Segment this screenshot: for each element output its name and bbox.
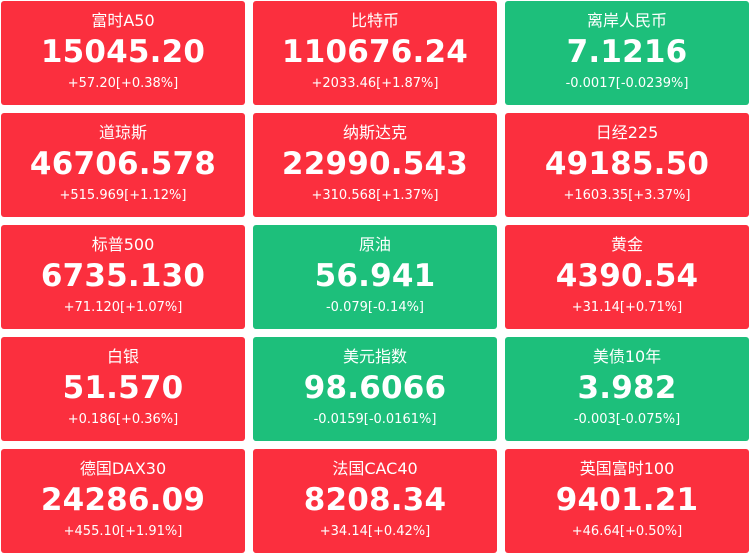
tile-offshore-cny[interactable]: 离岸人民币 7.1216 -0.0017[-0.0239%] — [505, 1, 749, 105]
tile-uk-ftse-100[interactable]: 英国富时100 9401.21 +46.64[+0.50%] — [505, 449, 749, 553]
tile-change: +515.969[+1.12%] — [59, 188, 187, 203]
tile-change: +455.10[+1.91%] — [63, 524, 183, 539]
tile-crude-oil[interactable]: 原油 56.941 -0.079[-0.14%] — [253, 225, 497, 329]
tile-gold[interactable]: 黄金 4390.54 +31.14[+0.71%] — [505, 225, 749, 329]
tile-change: -0.0159[-0.0161%] — [313, 412, 437, 427]
tile-price: 56.941 — [314, 258, 436, 294]
tile-dow-jones[interactable]: 道琼斯 46706.578 +515.969[+1.12%] — [1, 113, 245, 217]
tile-bitcoin[interactable]: 比特币 110676.24 +2033.46[+1.87%] — [253, 1, 497, 105]
tile-change: +71.120[+1.07%] — [63, 300, 183, 315]
tile-change: +31.14[+0.71%] — [571, 300, 683, 315]
tile-change: -0.079[-0.14%] — [325, 300, 425, 315]
tile-dollar-index[interactable]: 美元指数 98.6066 -0.0159[-0.0161%] — [253, 337, 497, 441]
tile-sp-500[interactable]: 标普500 6735.130 +71.120[+1.07%] — [1, 225, 245, 329]
tile-silver[interactable]: 白银 51.570 +0.186[+0.36%] — [1, 337, 245, 441]
tile-price: 46706.578 — [29, 146, 217, 182]
tile-france-cac40[interactable]: 法国CAC40 8208.34 +34.14[+0.42%] — [253, 449, 497, 553]
tile-price: 9401.21 — [555, 482, 699, 518]
tile-price: 6735.130 — [40, 258, 206, 294]
tile-change: +2033.46[+1.87%] — [311, 76, 439, 91]
tile-price: 7.1216 — [566, 34, 688, 70]
tile-nasdaq[interactable]: 纳斯达克 22990.543 +310.568[+1.37%] — [253, 113, 497, 217]
tile-name: 法国CAC40 — [332, 459, 418, 478]
tile-change: +310.568[+1.37%] — [311, 188, 439, 203]
tile-change: +0.186[+0.36%] — [67, 412, 179, 427]
tile-price: 22990.543 — [281, 146, 469, 182]
tile-change: +34.14[+0.42%] — [319, 524, 431, 539]
tile-us-10y-treasury[interactable]: 美债10年 3.982 -0.003[-0.075%] — [505, 337, 749, 441]
tile-name: 标普500 — [91, 235, 155, 254]
tile-change: -0.0017[-0.0239%] — [565, 76, 689, 91]
tile-name: 白银 — [106, 347, 139, 366]
tile-price: 110676.24 — [281, 34, 469, 70]
tile-price: 24286.09 — [40, 482, 206, 518]
tile-name: 美债10年 — [592, 347, 662, 366]
tile-price: 49185.50 — [544, 146, 710, 182]
tile-name: 德国DAX30 — [79, 459, 167, 478]
tile-ftse-china-a50[interactable]: 富时A50 15045.20 +57.20[+0.38%] — [1, 1, 245, 105]
tile-name: 比特币 — [350, 11, 399, 30]
tile-name: 富时A50 — [91, 11, 155, 30]
tile-change: -0.003[-0.075%] — [573, 412, 681, 427]
tile-price: 3.982 — [577, 370, 677, 406]
tile-price: 4390.54 — [555, 258, 699, 294]
tile-name: 日经225 — [595, 123, 659, 142]
tile-change: +1603.35[+3.37%] — [563, 188, 691, 203]
tile-change: +46.64[+0.50%] — [571, 524, 683, 539]
tile-name: 英国富时100 — [579, 459, 675, 478]
tile-change: +57.20[+0.38%] — [67, 76, 179, 91]
tile-nikkei-225[interactable]: 日经225 49185.50 +1603.35[+3.37%] — [505, 113, 749, 217]
tile-germany-dax30[interactable]: 德国DAX30 24286.09 +455.10[+1.91%] — [1, 449, 245, 553]
tile-price: 8208.34 — [303, 482, 447, 518]
tile-name: 离岸人民币 — [586, 11, 667, 30]
tile-name: 纳斯达克 — [342, 123, 407, 142]
tile-price: 98.6066 — [303, 370, 447, 406]
tile-name: 原油 — [358, 235, 391, 254]
tile-price: 15045.20 — [40, 34, 206, 70]
tile-name: 美元指数 — [342, 347, 407, 366]
tile-name: 道琼斯 — [98, 123, 147, 142]
tile-price: 51.570 — [62, 370, 184, 406]
tile-name: 黄金 — [610, 235, 643, 254]
